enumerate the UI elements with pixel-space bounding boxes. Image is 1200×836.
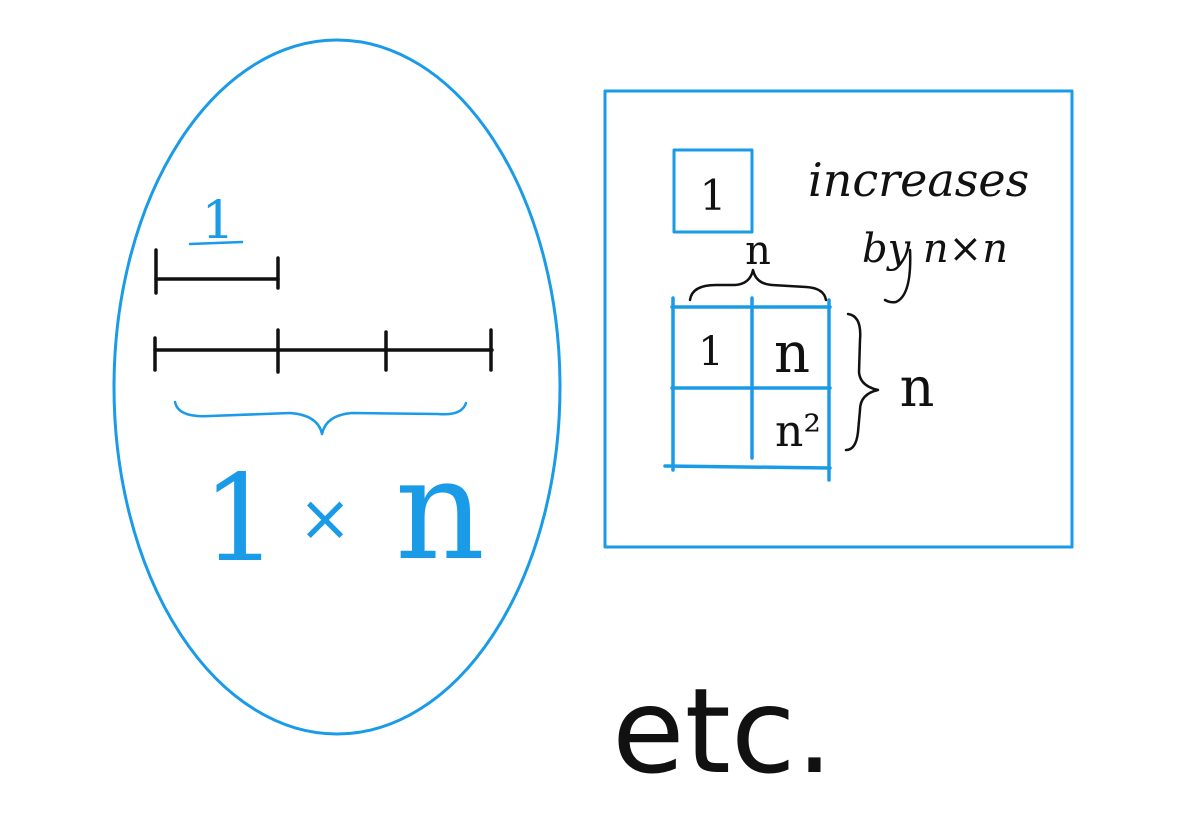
unit-segment	[154, 248, 280, 295]
grid-cell-top-right: n	[774, 321, 810, 386]
etc-text: etc.	[612, 662, 833, 800]
increase-note-line2: by n×n	[862, 226, 1008, 272]
side-brace	[844, 312, 880, 452]
unit-box-label: 1	[700, 171, 727, 220]
product-times-sign: ×	[298, 482, 352, 556]
left-panel: 1 1 × n	[112, 38, 562, 736]
product-label: 1 × n	[202, 429, 485, 592]
grid	[663, 296, 832, 482]
side-brace-label: n	[900, 356, 935, 419]
product-left-factor: 1	[202, 450, 278, 589]
top-brace-label: n	[745, 228, 771, 274]
right-panel-frame	[603, 89, 1074, 549]
right-panel: 1 increases by n×n n 1 n n² n	[603, 89, 1074, 549]
left-ellipse	[112, 38, 562, 736]
note-descender	[883, 248, 912, 304]
product-right-factor: n	[395, 429, 485, 592]
unit-label-underline	[188, 240, 244, 246]
unit-length-label: 1	[201, 191, 234, 251]
grid-cell-bottom-right: n²	[775, 406, 821, 457]
unit-box	[672, 148, 754, 234]
top-brace	[688, 268, 828, 302]
n-segment	[153, 328, 494, 374]
grid-cell-top-left: 1	[698, 329, 723, 375]
n-segment-brace	[173, 400, 468, 436]
increase-note-line1: increases	[808, 153, 1029, 207]
